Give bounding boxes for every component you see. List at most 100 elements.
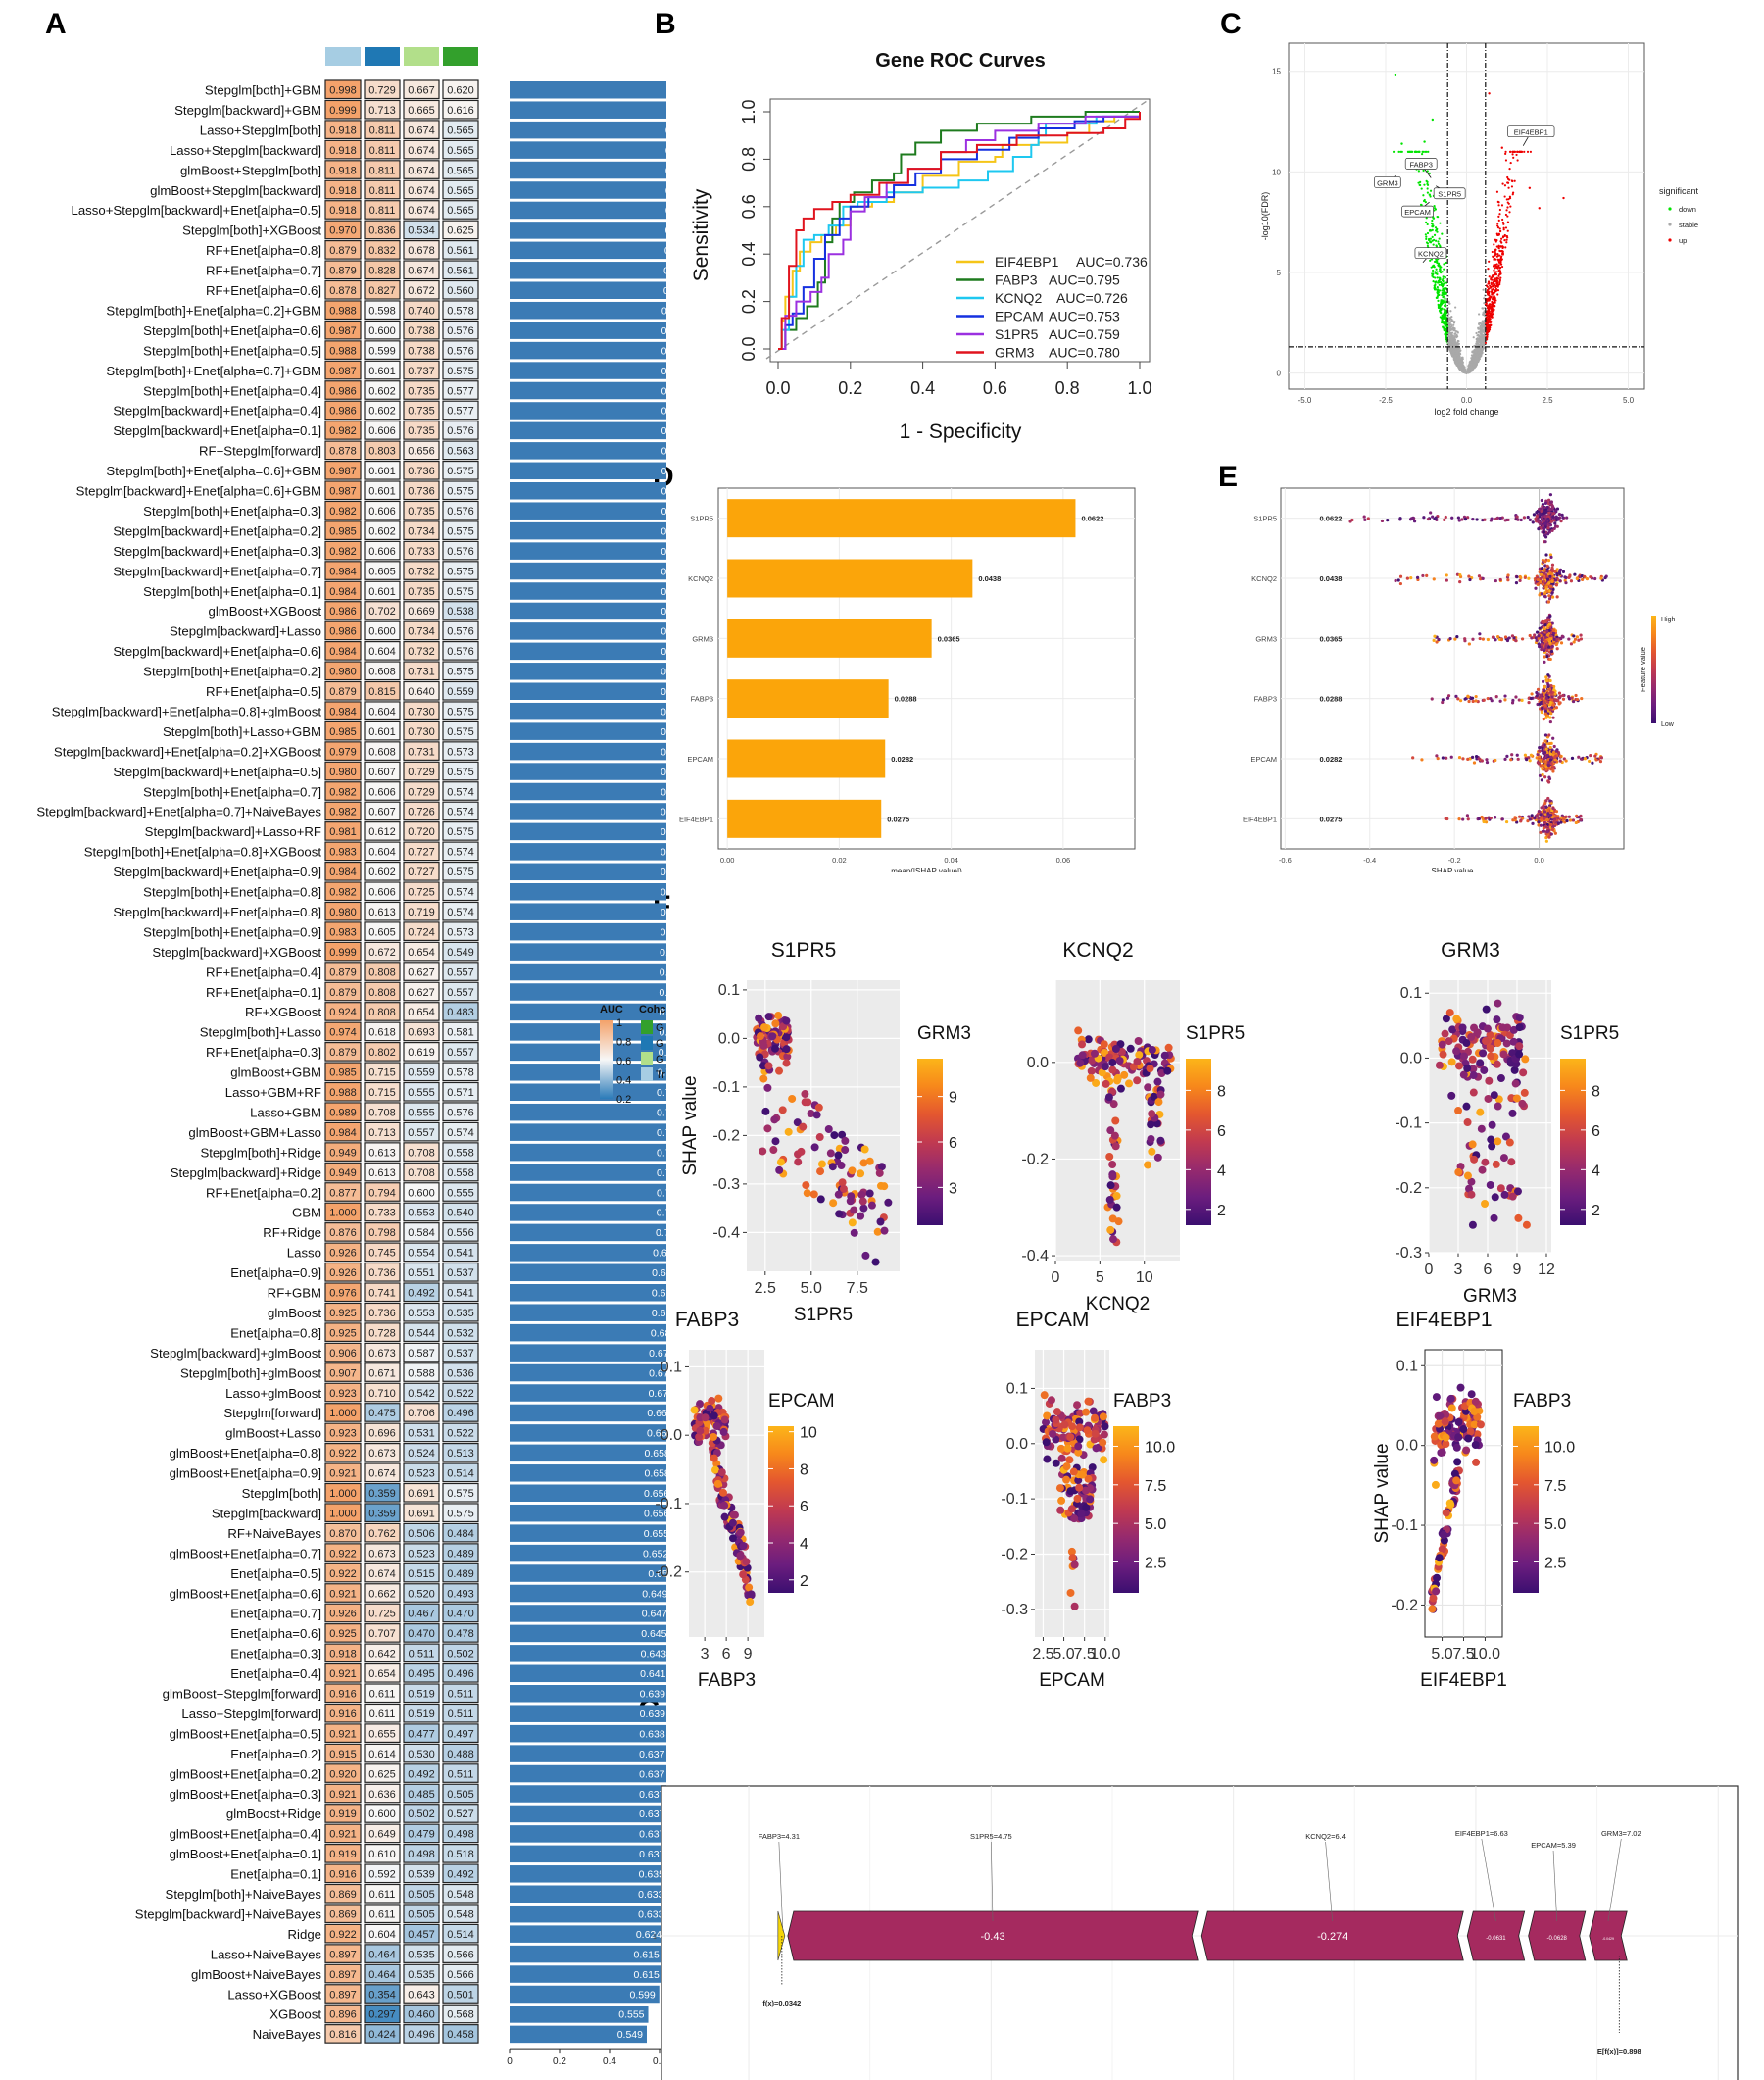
mean-auc-bar-label: 0.687 <box>652 1308 666 1319</box>
data-point <box>1443 263 1446 266</box>
auc-cell <box>364 720 401 741</box>
auc-cell-value: 0.737 <box>408 366 435 377</box>
panel-label-b: B <box>655 8 676 40</box>
auc-cell <box>442 300 479 321</box>
data-point <box>1479 329 1483 332</box>
auc-cell <box>324 1623 362 1643</box>
cohort-legend-label: G <box>656 1038 664 1050</box>
table-row: RF+Enet[alpha=0.1]0.8790.8080.6270.5570.… <box>206 981 666 1002</box>
auc-cell-value: 0.725 <box>368 1609 396 1620</box>
auc-cell <box>364 1923 401 1944</box>
auc-cell <box>442 1182 479 1202</box>
data-point <box>1437 240 1440 243</box>
shap-point <box>1510 701 1515 705</box>
mean-auc-bar <box>510 1724 666 1743</box>
data-point <box>1437 262 1441 265</box>
shap-point <box>1445 578 1448 582</box>
auc-cell-value: 0.576 <box>447 646 474 658</box>
gene-label: EPCAM <box>1404 208 1431 217</box>
data-point <box>1434 280 1437 283</box>
shap-point <box>1412 520 1417 523</box>
auc-cell <box>403 861 440 881</box>
shap-point <box>1456 697 1460 701</box>
auc-cell <box>324 1081 362 1102</box>
auc-cell-value: 0.505 <box>447 1789 474 1801</box>
shap-point <box>1557 696 1562 700</box>
model-name-label: Stepglm[both]+Enet[alpha=0.7] <box>143 784 321 799</box>
model-name-label: Stepglm[forward] <box>223 1406 321 1420</box>
shap-point <box>1534 636 1538 640</box>
mean-auc-bar-label: 0.615 <box>634 1969 660 1981</box>
data-point <box>1447 334 1450 337</box>
auc-cell-value: 0.575 <box>447 586 474 598</box>
data-point <box>1436 230 1439 233</box>
shap-point <box>1537 582 1541 586</box>
auc-cell <box>442 340 479 360</box>
model-name-label: glmBoost+Enet[alpha=0.5] <box>170 1726 321 1741</box>
data-point <box>1500 237 1503 240</box>
auc-cell <box>442 1763 479 1783</box>
shap-point <box>1551 628 1556 633</box>
mean-auc-bar <box>510 281 666 299</box>
auc-cell-value: 0.984 <box>329 867 357 878</box>
mean-auc-bar-label: 0.655 <box>644 1528 666 1540</box>
mean-auc-bar <box>510 1624 666 1643</box>
data-point <box>1427 150 1430 153</box>
data-point <box>1452 339 1455 343</box>
shap-point <box>1547 703 1552 707</box>
y-tick-label: 0.6 <box>739 194 759 219</box>
table-row: Lasso+Stepglm[forward] 0.916 0.611 0.519 0.5… <box>181 1703 666 1723</box>
table-row: Stepglm[backward]+Enet[alpha=0.5] 0.980 0.… <box>113 761 666 781</box>
auc-cell-value: 0.604 <box>368 706 396 718</box>
shap-point <box>1515 575 1519 579</box>
data-point <box>1414 150 1417 153</box>
y-tick-label: 5 <box>1277 269 1282 277</box>
auc-cell <box>324 200 362 220</box>
data-point <box>1496 226 1500 229</box>
beeswarm-row <box>1430 673 1584 724</box>
data-point <box>1477 327 1480 330</box>
data-point <box>1501 221 1504 224</box>
shap-bar <box>727 559 973 598</box>
table-row: Stepglm[backward]+Enet[alpha=0.7] 0.984 0.… <box>113 561 666 580</box>
auc-cell-value: 0.577 <box>447 385 474 397</box>
auc-cell-value: 0.627 <box>408 966 435 978</box>
y-tick-label: FABP3 <box>691 695 713 704</box>
table-row: glmBoost+XGBoost0.9860.7020.6690.5380.72… <box>209 601 666 620</box>
auc-cell-value: 0.715 <box>368 1067 396 1079</box>
model-name-label: NaiveBayes <box>253 2027 322 2042</box>
shap-point <box>1549 683 1553 688</box>
data-point <box>1453 321 1456 323</box>
data-point <box>1445 330 1447 333</box>
mean-auc-bar <box>510 1524 666 1542</box>
auc-cell <box>403 1503 440 1523</box>
auc-cell <box>442 1823 479 1844</box>
shap-point <box>1431 515 1435 519</box>
table-row: Lasso+Stepglm[backward] 0.918 0.811 0.674 0.… <box>170 139 666 160</box>
data-point <box>1506 181 1509 184</box>
shap-point <box>1556 698 1560 703</box>
shap-point <box>1546 712 1550 716</box>
model-name-label: Stepglm[backward]+Enet[alpha=0.3] <box>113 544 321 559</box>
auc-cell-value: 0.665 <box>408 105 435 117</box>
shap-point <box>1474 694 1478 699</box>
data-point <box>1449 348 1452 351</box>
auc-cell-value: 0.502 <box>408 1808 435 1820</box>
model-auc-heatmap: Stepglm[both]+GBM0.9980.7290.6670.6200.7… <box>36 47 666 2067</box>
data-point <box>1429 241 1433 244</box>
auc-cell-value: 0.815 <box>368 686 396 698</box>
y-tick-label: GRM3 <box>1255 634 1277 643</box>
data-point <box>1422 199 1426 203</box>
mean-auc-bar-label: 0.637 <box>639 1849 664 1860</box>
shap-point <box>1523 575 1527 579</box>
auc-cell-value: 0.511 <box>448 1689 474 1701</box>
data-point <box>1442 275 1445 278</box>
data-point <box>1491 311 1494 314</box>
table-row: Enet[alpha=0.3] 0.918 0.642 0.511 0.502 0.643 <box>230 1643 666 1663</box>
data-point <box>1425 221 1428 223</box>
mean-auc-bar-label: 0.714 <box>659 1047 666 1059</box>
auc-cell <box>403 921 440 942</box>
shap-point <box>1557 691 1562 695</box>
auc-cell <box>324 1843 362 1863</box>
table-row: glmBoost+GBM+Lasso 0.984 0.713 0.557 0.574 0.… <box>188 1121 666 1142</box>
